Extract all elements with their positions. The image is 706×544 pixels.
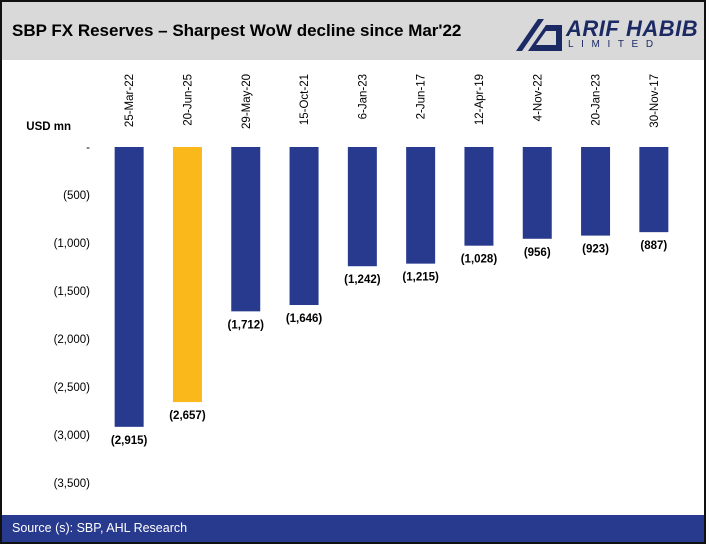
data-label: (1,028) <box>461 254 498 266</box>
y-tick-label: (2,500) <box>54 382 91 394</box>
logo-mark-icon <box>516 19 562 51</box>
source-bar: Source (s): SBP, AHL Research <box>2 515 704 542</box>
bar <box>289 147 319 306</box>
category-label: 15-Oct-21 <box>299 74 311 125</box>
y-tick-label: (3,000) <box>54 430 91 442</box>
header-band: SBP FX Reserves – Sharpest WoW decline s… <box>2 2 704 60</box>
source-note: Source (s): SBP, AHL Research <box>12 521 188 535</box>
category-label: 12-Apr-19 <box>474 74 486 125</box>
category-label: 20-Jan-23 <box>591 74 603 126</box>
data-label: (1,712) <box>228 319 265 331</box>
data-label: (2,657) <box>169 410 206 422</box>
data-label: (2,915) <box>111 435 148 447</box>
y-tick-label: (1,500) <box>54 286 91 298</box>
data-label: (923) <box>582 244 609 256</box>
category-label: 4-Nov-22 <box>532 74 544 121</box>
bar <box>464 147 494 246</box>
y-axis-label: USD mn <box>26 121 71 133</box>
data-label: (1,215) <box>402 272 439 284</box>
bars <box>114 147 669 427</box>
category-label: 25-Mar-22 <box>124 74 136 127</box>
y-tick-label: (1,000) <box>54 238 91 250</box>
category-label: 2-Jun-17 <box>416 74 428 119</box>
category-label: 20-Jun-25 <box>182 74 194 126</box>
y-tick-label: (3,500) <box>54 478 91 490</box>
data-label: (1,646) <box>286 313 323 325</box>
bar <box>581 147 611 236</box>
y-tick-label: - <box>86 142 90 154</box>
category-label: 30-Nov-17 <box>649 74 661 128</box>
bar <box>406 147 436 264</box>
x-axis-labels: 25-Mar-22 20-Jun-25 29-May-20 15-Oct-21 6-Ja… <box>124 74 661 129</box>
data-label: (956) <box>524 247 551 259</box>
y-axis-ticks: - (500) (1,000) (1,500) (2,000) (2,500) (3,000… <box>54 142 91 490</box>
category-label: 6-Jan-23 <box>357 74 369 119</box>
company-logo: ARIF HABIB LIMITED <box>516 16 699 52</box>
chart-title: SBP FX Reserves – Sharpest WoW decline s… <box>12 21 462 40</box>
bar <box>522 147 552 239</box>
logo-wordmark: ARIF HABIB <box>566 16 699 41</box>
logo-subtitle: LIMITED <box>568 39 661 50</box>
data-labels: (2,915) (2,657) (1,712) (1,646) (1,242) (1,21… <box>111 240 668 447</box>
bar <box>231 147 261 312</box>
bar <box>347 147 377 267</box>
bar <box>172 147 202 403</box>
bar <box>639 147 669 233</box>
bar-chart: USD mn - (500) (1,000) (1,500) (2,000) (2,500… <box>26 74 669 490</box>
category-label: 29-May-20 <box>241 74 253 129</box>
data-label: (887) <box>640 240 667 252</box>
bar <box>114 147 144 427</box>
data-label: (1,242) <box>344 274 381 286</box>
y-tick-label: (500) <box>63 190 90 202</box>
y-tick-label: (2,000) <box>54 334 91 346</box>
